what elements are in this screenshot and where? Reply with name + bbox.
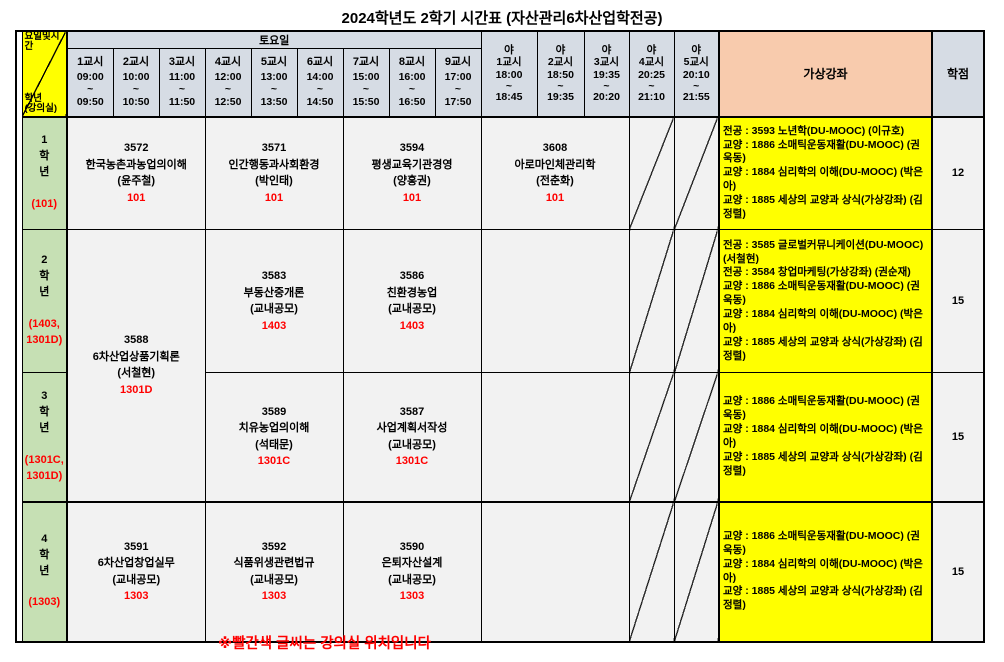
diagonal-slash-cell	[673, 372, 720, 503]
night-period-header-1: 야 1교시 18:00 ~ 18:45	[480, 30, 538, 118]
grade-room: (1303)	[28, 596, 61, 609]
credit-header: 학점	[931, 30, 985, 118]
diagonal-slash-cell	[628, 372, 675, 503]
grade-cell-4: 4 학 년 (1303)	[21, 500, 68, 643]
course-cell: 3590 은퇴자산설계 (교내공모) 1303	[342, 500, 482, 643]
virtual-courses-cell: 전공 : 3593 노년학(DU-MOOC) (이규호) 교양 : 1886 소…	[718, 115, 933, 231]
course-cell: 3571 인간행동과사회환경 (박인태) 101	[204, 115, 344, 231]
diagonal-slash-cell	[628, 115, 675, 231]
period-header-1: 1교시 09:00 ~ 09:50	[66, 48, 114, 118]
credit-cell: 15	[931, 500, 985, 643]
course-cell: 3588 6차산업상품기획론 (서철현) 1301D	[66, 229, 206, 503]
empty-cell	[480, 229, 630, 374]
footer-note: ※빨간색 글씨는 강의실 위치입니다	[218, 636, 431, 652]
diagonal-slash-cell	[673, 500, 720, 643]
virtual-courses-cell: 교양 : 1886 소매틱운동재활(DU-MOOC) (권욱동) 교양 : 18…	[718, 372, 933, 503]
period-header-6: 6교시 14:00 ~ 14:50	[296, 48, 344, 118]
corner-label-grade-room: 학년 (강의실)	[24, 92, 58, 115]
corner-day-time-cell: 요일및시간 학년 (강의실)	[21, 30, 68, 118]
virtual-courses-cell: 전공 : 3585 글로벌커뮤니케이션(DU-MOOC)(서철현) 전공 : 3…	[718, 229, 933, 374]
course-cell: 3586 친환경농업 (교내공모) 1403	[342, 229, 482, 374]
period-header-9: 9교시 17:00 ~ 17:50	[434, 48, 482, 118]
course-cell: 3589 치유농업의이해 (석태문) 1301C	[204, 372, 344, 503]
period-header-8: 8교시 16:00 ~ 16:50	[388, 48, 436, 118]
course-cell: 3592 식품위생관련법규 (교내공모) 1303	[204, 500, 344, 643]
course-cell: 3587 사업계획서작성 (교내공모) 1301C	[342, 372, 482, 503]
credit-cell: 12	[931, 115, 985, 231]
course-cell: 3583 부동산중개론 (교내공모) 1403	[204, 229, 344, 374]
virtual-courses-cell: 교양 : 1886 소매틱운동재활(DU-MOOC) (권욱동) 교양 : 18…	[718, 500, 933, 643]
credit-cell: 15	[931, 372, 985, 503]
grade-room: (101)	[31, 198, 58, 211]
course-cell: 3594 평생교육기관경영 (양홍권) 101	[342, 115, 482, 231]
period-header-2: 2교시 10:00 ~ 10:50	[112, 48, 160, 118]
diagonal-slash-cell	[628, 500, 675, 643]
period-header-3: 3교시 11:00 ~ 11:50	[158, 48, 206, 118]
virtual-courses-header: 가상강좌	[718, 30, 933, 118]
grade-cell-2: 2 학 년 (1403, 1301D)	[21, 229, 68, 374]
page-title: 2024학년도 2학기 시간표 (자산관리6차산업학전공)	[341, 10, 663, 27]
diagonal-slash-cell	[673, 115, 720, 231]
grade-room: (1403, 1301D)	[26, 318, 63, 346]
night-period-header-2: 야 2교시 18:50 ~ 19:35	[536, 30, 585, 118]
period-header-5: 5교시 13:00 ~ 13:50	[250, 48, 298, 118]
empty-cell	[480, 372, 630, 503]
grade-cell-3: 3 학 년 (1301C, 1301D)	[21, 372, 68, 503]
diagonal-slash-cell	[628, 229, 675, 374]
corner-label-day-time: 요일및시간	[24, 31, 60, 53]
period-header-7: 7교시 15:00 ~ 15:50	[342, 48, 390, 118]
day-header-saturday: 토요일	[66, 30, 482, 49]
course-cell: 3572 한국농촌과농업의이해 (윤주철) 101	[66, 115, 206, 231]
grade-room: (1301C, 1301D)	[24, 453, 64, 482]
period-header-4: 4교시 12:00 ~ 12:50	[204, 48, 252, 118]
timetable: 요일및시간 학년 (강의실) 토요일 야 1교시 18:00 ~ 18:45 야…	[15, 30, 985, 643]
credit-cell: 15	[931, 229, 985, 374]
grade-cell-1: 1 학 년 (101)	[21, 115, 68, 231]
course-cell: 3608 아로마인체관리학 (전춘화) 101	[480, 115, 630, 231]
empty-cell	[480, 500, 630, 643]
night-period-header-3: 야 3교시 19:35 ~ 20:20	[583, 30, 630, 118]
night-period-header-4: 야 4교시 20:25 ~ 21:10	[628, 30, 675, 118]
night-period-header-5: 야 5교시 20:10 ~ 21:55	[673, 30, 720, 118]
course-cell: 3591 6차산업창업실무 (교내공모) 1303	[66, 500, 206, 643]
diagonal-slash-cell	[673, 229, 720, 374]
